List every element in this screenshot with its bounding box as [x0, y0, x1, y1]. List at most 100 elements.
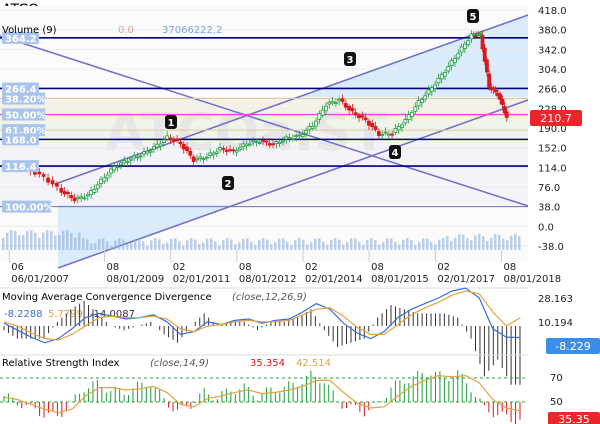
candle-body: [476, 34, 481, 36]
candle-body: [294, 135, 299, 137]
candle-body: [419, 98, 424, 104]
candle-body: [244, 143, 249, 147]
candle-body: [274, 141, 279, 145]
candle-body: [201, 158, 206, 160]
volume-bars: [2, 230, 521, 250]
candle-body: [471, 33, 476, 36]
candle-body: [135, 156, 140, 159]
candle-body: [287, 137, 292, 140]
volume-bar: [314, 238, 317, 250]
volume-bar: [482, 236, 485, 250]
volume-label: Volume (9): [2, 25, 57, 36]
volume-bar: [54, 235, 57, 250]
candle-body: [89, 190, 94, 195]
volume-bar: [74, 237, 77, 250]
candle-body: [231, 149, 236, 152]
volume-bar: [46, 230, 49, 250]
candle-body: [500, 98, 505, 105]
volume-bar: [318, 238, 321, 250]
volume-bar: [166, 242, 169, 250]
x-tick-fragment: 02: [437, 262, 450, 273]
candle-body: [218, 147, 223, 151]
volume-bar: [262, 238, 265, 250]
macd-tick-2: 10.194: [538, 318, 573, 329]
candle-body: [66, 191, 70, 195]
level-label: 266.4: [5, 84, 37, 95]
volume-bar: [214, 241, 217, 250]
candle-body: [241, 143, 246, 147]
volume-bar: [302, 239, 305, 250]
price-panel: ATCOa.ST 1 2 3 4 5 364.2 266.438.20% 50.00% 61.…: [0, 6, 567, 285]
volume-bar: [162, 243, 165, 250]
price-y-tick: 152.0: [538, 144, 567, 155]
candle-body: [178, 141, 183, 145]
candle-body: [62, 191, 67, 195]
macd-tick-1: 28.163: [538, 294, 573, 305]
candle-body: [423, 95, 428, 100]
candle-body: [413, 106, 418, 112]
candle-body: [324, 105, 328, 112]
candle-body: [214, 151, 219, 154]
volume-bar: [498, 234, 501, 250]
candle-body: [357, 114, 361, 119]
volume-bar: [402, 239, 405, 250]
candle-body: [99, 178, 103, 184]
candle-body: [69, 195, 74, 199]
rsi-signal-line: [3, 374, 521, 414]
volume-bar: [110, 245, 113, 250]
volume-bar: [2, 238, 5, 250]
candle-body: [105, 174, 110, 179]
price-y-tick: 76.0: [538, 183, 560, 194]
volume-bar: [418, 241, 421, 250]
candle-body: [478, 33, 483, 35]
candle-body: [300, 134, 305, 138]
wave-label-bg: [467, 9, 479, 23]
candle-body: [181, 143, 186, 150]
candle-body: [386, 133, 391, 136]
volume-bar: [378, 244, 381, 250]
candle-body: [330, 101, 335, 104]
candle-body: [396, 126, 401, 131]
candle-body: [436, 78, 441, 84]
volume-bar: [298, 238, 301, 250]
volume-bar: [58, 235, 61, 250]
candle-body: [433, 84, 438, 89]
volume-bar: [258, 240, 261, 250]
rsi-histogram: [3, 370, 521, 424]
volume-bar: [90, 243, 93, 250]
downtrend-line: [0, 35, 529, 207]
volume-value-a: 0.0: [118, 25, 134, 36]
candle-body: [247, 143, 252, 146]
x-tick-fragment: 08: [503, 262, 516, 273]
volume-bar: [38, 237, 41, 250]
volume-bar: [470, 240, 473, 250]
candle-body: [482, 47, 487, 62]
volume-bar: [338, 239, 341, 250]
rsi-lines: [3, 374, 521, 414]
x-tick-label: 02/01/2014: [305, 274, 363, 285]
volume-bar: [518, 236, 521, 250]
volume-bar: [50, 231, 53, 250]
candle-body: [390, 133, 395, 136]
candle-body: [234, 150, 239, 153]
level-label-bg: [2, 160, 39, 173]
price-y-tick: 190.0: [538, 124, 567, 135]
volume-bar: [126, 243, 129, 250]
candle-body: [148, 150, 153, 153]
volume-bar: [450, 240, 453, 250]
candle-body: [211, 152, 216, 156]
volume-bar: [230, 239, 233, 250]
volume-bar: [466, 238, 469, 250]
price-y-tick: 38.0: [538, 203, 560, 214]
rsi-value-1: 35.354: [250, 358, 285, 369]
candle-body: [171, 138, 176, 142]
volume-bar: [82, 238, 85, 250]
candle-body: [370, 123, 375, 128]
last-price-value: 210.7: [540, 112, 572, 125]
macd-value-1: -8.2288: [4, 309, 43, 320]
candle-body: [138, 155, 143, 158]
volume-bar: [510, 235, 513, 250]
x-tick-fragment: 08: [107, 262, 120, 273]
candle-body: [118, 162, 123, 166]
volume-bar: [134, 238, 137, 250]
